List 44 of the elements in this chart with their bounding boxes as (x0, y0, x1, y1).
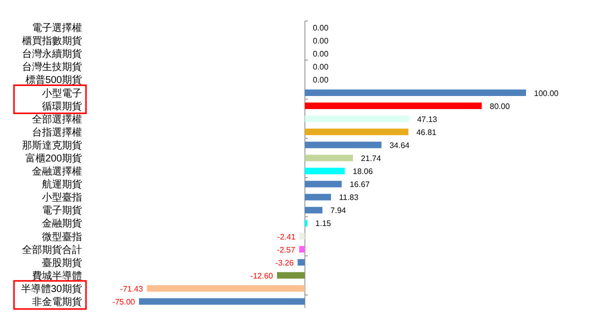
data-label: 0.00 (312, 24, 329, 33)
data-label: 0.00 (312, 76, 329, 85)
y-tick-label: 費城半導體 (32, 270, 82, 282)
y-tick-label: 台灣永續期貨 (22, 48, 82, 60)
y-tick-label: 小型臺指 (42, 192, 82, 204)
data-label: 16.67 (350, 180, 370, 190)
data-label: 47.13 (417, 114, 438, 124)
y-tick-label: 非金電期貨 (32, 296, 82, 308)
y-tick-label: 航運期貨 (42, 178, 82, 191)
data-label: 34.64 (389, 140, 410, 150)
y-tick-label: 臺股期貨 (42, 256, 82, 269)
data-label: 7.94 (330, 206, 347, 216)
data-label: -75.00 (112, 297, 136, 306)
y-tick-label: 電子選擇權 (32, 22, 82, 34)
data-label: -12.60 (250, 271, 274, 280)
data-label: 1.15 (315, 219, 332, 228)
y-tick-label: 小型電子 (42, 87, 82, 100)
y-tick-label: 台指選擇權 (32, 126, 82, 138)
y-tick-label: 那斯達克期貨 (22, 139, 82, 152)
y-tick-label: 富櫃200期貨 (25, 152, 82, 164)
y-tick-label: 全部選擇權 (32, 113, 82, 126)
data-label: 18.06 (352, 167, 374, 176)
y-tick-label: 循環期貨 (42, 100, 82, 112)
data-label: 46.81 (416, 128, 437, 137)
data-label: -2.57 (276, 245, 296, 254)
y-tick-label: 金融期貨 (42, 218, 82, 230)
data-label: 0.00 (312, 62, 329, 72)
y-tick-label: 台灣生技期貨 (22, 61, 82, 74)
data-label: 100.00 (534, 88, 560, 98)
y-tick-label: 櫃買指數期貨 (22, 35, 82, 48)
data-label: 0.00 (312, 36, 329, 46)
data-label: -2.41 (277, 232, 296, 242)
y-tick-label: 半導體30期貨 (20, 282, 82, 295)
data-label: 80.00 (490, 102, 510, 111)
data-label: 21.74 (360, 154, 382, 163)
data-label: -71.43 (120, 284, 144, 294)
y-tick-label: 微型臺指 (42, 230, 82, 243)
data-label: 11.83 (339, 193, 359, 202)
y-tick-label: 金融選擇權 (32, 166, 82, 178)
data-label: 0.00 (312, 50, 329, 59)
data-label: -3.26 (275, 258, 294, 268)
y-tick-label: 全部期貨合計 (22, 244, 82, 256)
y-tick-label: 標普500期貨 (25, 74, 82, 86)
y-tick-label: 電子期貨 (42, 204, 82, 217)
